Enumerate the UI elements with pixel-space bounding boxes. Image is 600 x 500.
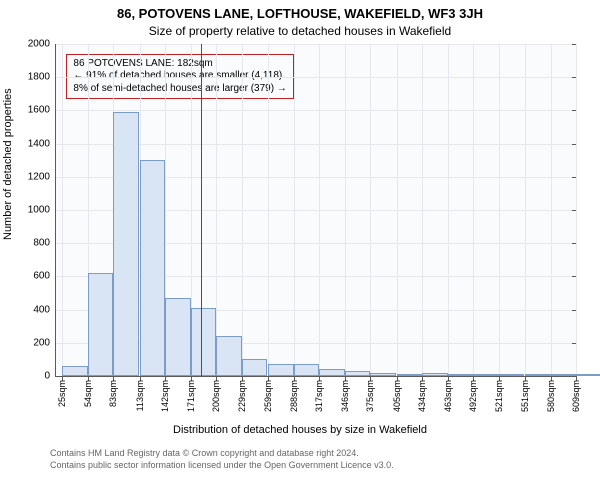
histogram-bar — [294, 364, 319, 376]
annotation-line-3: 8% of semi-detached houses are larger (3… — [73, 83, 286, 96]
annotation-line-1: 86 POTOVENS LANE: 182sqm — [73, 58, 286, 71]
histogram-bar — [576, 374, 600, 376]
histogram-bar — [88, 273, 113, 376]
xtick-label: 346sqm — [340, 376, 350, 412]
histogram-bar — [268, 364, 293, 376]
xtick-label: 259sqm — [263, 376, 273, 412]
gridline-vertical — [62, 44, 63, 376]
xtick-label: 200sqm — [211, 376, 221, 412]
ytick-label: 1000 — [28, 205, 56, 216]
ytick-label: 1600 — [28, 105, 56, 116]
gridline-vertical — [397, 44, 398, 376]
xtick-label: 83sqm — [108, 376, 118, 407]
xtick-label: 229sqm — [237, 376, 247, 412]
figure: { "titles": { "address": "86, POTOVENS L… — [0, 0, 600, 500]
reference-line — [201, 44, 202, 376]
histogram-bar — [242, 359, 267, 376]
xtick-label: 317sqm — [314, 376, 324, 412]
ytick-label: 1200 — [28, 171, 56, 182]
histogram-bar — [422, 373, 447, 376]
gridline-vertical — [422, 44, 423, 376]
xtick-label: 492sqm — [468, 376, 478, 412]
xtick-label: 142sqm — [160, 376, 170, 412]
title-address: 86, POTOVENS LANE, LOFTHOUSE, WAKEFIELD,… — [0, 6, 600, 21]
xtick-label: 521sqm — [494, 376, 504, 412]
gridline-vertical — [294, 44, 295, 376]
gridline-vertical — [345, 44, 346, 376]
xtick-label: 54sqm — [83, 376, 93, 407]
gridline-vertical — [525, 44, 526, 376]
gridline-vertical — [576, 44, 577, 376]
xtick-label: 551sqm — [520, 376, 530, 412]
ytick-label: 400 — [33, 304, 56, 315]
gridline-vertical — [268, 44, 269, 376]
xtick-label: 113sqm — [135, 376, 145, 411]
footer-line-1: Contains HM Land Registry data © Crown c… — [50, 448, 394, 460]
gridline-vertical — [370, 44, 371, 376]
histogram-bar — [140, 160, 165, 376]
histogram-bar — [319, 369, 344, 376]
histogram-bar — [165, 298, 190, 376]
xtick-label: 463sqm — [443, 376, 453, 412]
xtick-label: 434sqm — [417, 376, 427, 412]
ytick-label: 200 — [33, 337, 56, 348]
gridline-vertical — [473, 44, 474, 376]
ytick-label: 2000 — [28, 39, 56, 50]
footer-line-2: Contains public sector information licen… — [50, 460, 394, 472]
gridline-vertical — [319, 44, 320, 376]
histogram-bar — [113, 112, 138, 376]
title-subtitle: Size of property relative to detached ho… — [0, 24, 600, 38]
histogram-bar — [551, 374, 576, 376]
ytick-label: 0 — [44, 371, 56, 382]
histogram-bar — [499, 374, 524, 376]
xtick-label: 171sqm — [186, 376, 196, 412]
histogram-bar — [525, 374, 550, 376]
histogram-bar — [191, 308, 216, 376]
footer-attribution: Contains HM Land Registry data © Crown c… — [50, 448, 394, 471]
histogram-bar — [397, 374, 422, 376]
histogram-bar — [216, 336, 241, 376]
xtick-label: 580sqm — [546, 376, 556, 412]
ytick-label: 1400 — [28, 138, 56, 149]
gridline-vertical — [242, 44, 243, 376]
ytick-label: 600 — [33, 271, 56, 282]
xtick-label: 375sqm — [365, 376, 375, 412]
xtick-label: 25sqm — [57, 376, 67, 407]
plot-area: 86 POTOVENS LANE: 182sqm ← 91% of detach… — [55, 44, 576, 377]
ytick-label: 800 — [33, 238, 56, 249]
gridline-vertical — [499, 44, 500, 376]
gridline-vertical — [551, 44, 552, 376]
histogram-bar — [370, 373, 395, 376]
histogram-bar — [448, 374, 473, 376]
gridline-vertical — [216, 44, 217, 376]
xtick-label: 288sqm — [289, 376, 299, 412]
x-axis-label: Distribution of detached houses by size … — [0, 424, 600, 436]
histogram-bar — [62, 366, 87, 376]
gridline-vertical — [448, 44, 449, 376]
histogram-bar — [345, 371, 370, 376]
histogram-bar — [473, 374, 498, 376]
y-axis-label: Number of detached properties — [2, 88, 14, 240]
xtick-label: 405sqm — [392, 376, 402, 412]
xtick-label: 609sqm — [571, 376, 581, 412]
ytick-label: 1800 — [28, 72, 56, 83]
